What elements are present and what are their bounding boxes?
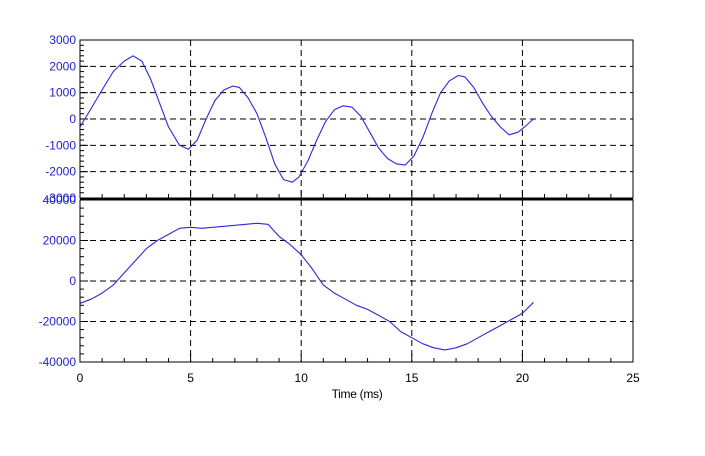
top-panel: 3000 2000 1000 0 -1000 -2000 -3000 [45, 33, 634, 205]
top-grid [80, 40, 633, 198]
bottom-series [79, 222, 534, 351]
x-tick-label: 10 [295, 371, 309, 385]
top-y-tick-label: -3000 [45, 191, 76, 205]
bottom-tick-marks [79, 199, 634, 363]
top-y-tick-label: 0 [69, 112, 76, 126]
top-series [79, 55, 534, 183]
bottom-y-tick-label: 40000 [43, 193, 77, 207]
top-y-tick-label: 2000 [49, 59, 76, 73]
x-tick-label: 20 [516, 371, 530, 385]
x-tick-label: 15 [405, 371, 419, 385]
top-y-tick-label: -2000 [45, 165, 76, 179]
bottom-y-tick-label: -20000 [39, 315, 77, 329]
x-tick-labels: 0 5 10 15 20 25 [77, 371, 640, 385]
bottom-series-line [79, 222, 534, 351]
x-axis-label: Time (ms) [332, 387, 383, 401]
top-series-line [79, 55, 534, 183]
top-y-tick-label: 3000 [49, 33, 76, 47]
x-tick-label: 25 [626, 371, 640, 385]
bottom-panel: 40000 20000 0 -20000 -40000 0 5 10 15 20 25 [39, 193, 640, 385]
top-y-tick-label: -1000 [45, 138, 76, 152]
top-y-tick-label: 1000 [49, 86, 76, 100]
bottom-y-tick-labels: 40000 20000 0 -20000 -40000 [39, 193, 77, 369]
top-y-tick-labels: 3000 2000 1000 0 -1000 -2000 -3000 [45, 33, 76, 205]
x-tick-label: 0 [77, 371, 84, 385]
bottom-y-tick-label: -40000 [39, 355, 77, 369]
x-tick-label: 5 [187, 371, 194, 385]
bottom-y-tick-label: 20000 [43, 234, 77, 248]
bottom-y-tick-label: 0 [69, 274, 76, 288]
bottom-grid [80, 200, 633, 362]
plot-frames [79, 39, 634, 363]
